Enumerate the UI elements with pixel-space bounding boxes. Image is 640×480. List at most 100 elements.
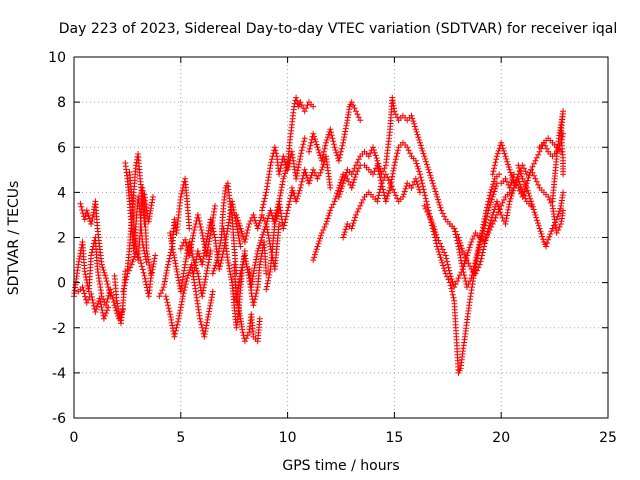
data-point bbox=[413, 178, 420, 185]
data-point bbox=[190, 270, 197, 277]
data-point bbox=[311, 169, 318, 176]
data-point bbox=[314, 175, 321, 182]
data-point bbox=[259, 231, 266, 238]
data-point bbox=[374, 157, 381, 164]
data-point bbox=[416, 137, 423, 143]
data-point bbox=[436, 251, 443, 258]
data-point bbox=[464, 249, 471, 256]
y-tick-label: 6 bbox=[57, 140, 66, 156]
data-point bbox=[521, 188, 528, 195]
data-point bbox=[257, 239, 264, 246]
data-point bbox=[178, 301, 185, 308]
data-point bbox=[479, 249, 486, 256]
data-point bbox=[451, 225, 458, 232]
data-point bbox=[402, 185, 409, 192]
data-point bbox=[211, 265, 218, 272]
data-point bbox=[81, 268, 88, 275]
data-point bbox=[323, 139, 329, 146]
data-point bbox=[234, 214, 241, 221]
data-point bbox=[489, 221, 496, 227]
data-point bbox=[207, 248, 214, 254]
data-point bbox=[348, 99, 355, 106]
data-point bbox=[266, 269, 273, 275]
data-point bbox=[217, 263, 223, 270]
data-point bbox=[419, 147, 426, 154]
data-point bbox=[350, 168, 357, 175]
data-point bbox=[504, 158, 511, 165]
data-point bbox=[524, 177, 531, 184]
data-point bbox=[194, 248, 201, 254]
data-point bbox=[517, 184, 524, 190]
data-point bbox=[298, 178, 305, 185]
data-point bbox=[458, 242, 464, 249]
data-point bbox=[301, 108, 308, 115]
data-point bbox=[466, 278, 473, 285]
data-point bbox=[150, 193, 156, 200]
data-point bbox=[282, 170, 288, 177]
data-point bbox=[254, 287, 260, 294]
data-point bbox=[446, 270, 453, 277]
data-point bbox=[282, 167, 289, 174]
data-point bbox=[421, 202, 428, 209]
data-point bbox=[98, 261, 105, 268]
data-point bbox=[372, 152, 379, 159]
data-point bbox=[464, 257, 470, 264]
data-point bbox=[495, 203, 502, 210]
data-point bbox=[416, 186, 423, 193]
data-point bbox=[110, 299, 117, 305]
data-point bbox=[142, 278, 149, 285]
data-point bbox=[432, 188, 439, 195]
data-point bbox=[423, 158, 429, 165]
data-point bbox=[521, 178, 527, 185]
data-point bbox=[179, 187, 186, 194]
data-point bbox=[186, 252, 193, 259]
data-point bbox=[264, 215, 271, 222]
data-point bbox=[413, 160, 420, 167]
data-point bbox=[443, 255, 450, 262]
data-point bbox=[324, 215, 331, 222]
data-point bbox=[430, 183, 437, 190]
data-point bbox=[502, 175, 509, 182]
data-point bbox=[505, 164, 512, 171]
data-point bbox=[93, 306, 100, 313]
data-point bbox=[427, 172, 434, 179]
data-point bbox=[120, 288, 127, 295]
data-point bbox=[85, 212, 92, 219]
data-point bbox=[507, 169, 514, 176]
data-point bbox=[263, 221, 270, 227]
data-point bbox=[76, 255, 83, 262]
data-point bbox=[195, 250, 202, 257]
data-point bbox=[206, 305, 213, 312]
data-point bbox=[236, 222, 243, 229]
data-point bbox=[163, 296, 170, 303]
data-point bbox=[354, 159, 361, 166]
data-point bbox=[461, 260, 468, 267]
data-point bbox=[318, 230, 325, 236]
data-point bbox=[187, 244, 194, 251]
data-point bbox=[559, 133, 566, 140]
data-point bbox=[385, 177, 392, 184]
data-point bbox=[236, 237, 243, 244]
data-point bbox=[392, 156, 399, 163]
data-point bbox=[209, 288, 216, 295]
data-point bbox=[517, 181, 523, 188]
data-point bbox=[180, 290, 187, 297]
data-point bbox=[267, 207, 274, 214]
data-track bbox=[271, 94, 317, 223]
data-point bbox=[130, 256, 137, 263]
data-point bbox=[430, 223, 437, 230]
data-point bbox=[487, 220, 494, 227]
data-point bbox=[325, 212, 332, 219]
data-point bbox=[489, 193, 496, 200]
data-point bbox=[182, 284, 189, 291]
data-point bbox=[341, 231, 347, 238]
data-point bbox=[350, 179, 357, 186]
data-point bbox=[484, 228, 491, 235]
data-point bbox=[206, 253, 213, 260]
data-point bbox=[454, 231, 461, 238]
data-point bbox=[100, 315, 107, 322]
data-point bbox=[503, 156, 510, 162]
data-point bbox=[286, 201, 292, 208]
y-tick-label: 8 bbox=[57, 95, 66, 111]
data-point bbox=[293, 198, 300, 205]
